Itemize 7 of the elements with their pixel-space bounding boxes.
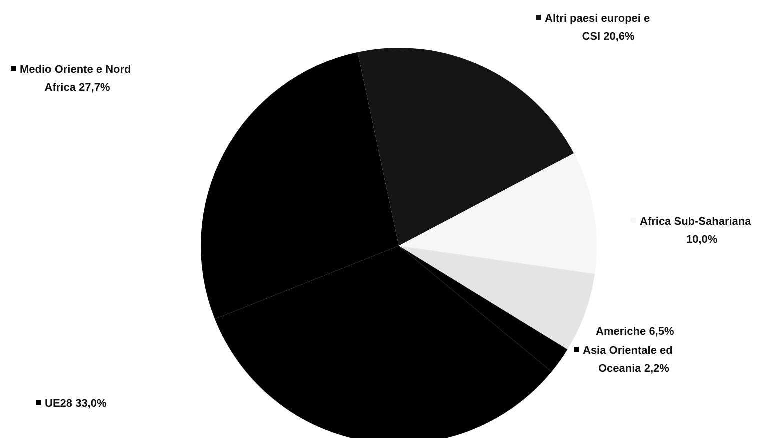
data-label: 10,0% (686, 234, 718, 246)
legend-label: Africa Sub-Sahariana (640, 216, 752, 228)
legend-label: Asia Orientale ed Oceania 2,2% (583, 345, 673, 375)
slice-label: Americhe 6,5% (596, 326, 674, 338)
legend-label: Altri paesi europei e CSI 20,6% (545, 13, 650, 43)
legend-label: Medio Oriente e Nord Africa 27,7% (20, 64, 132, 94)
legend-label: UE28 33,0% (45, 398, 107, 410)
